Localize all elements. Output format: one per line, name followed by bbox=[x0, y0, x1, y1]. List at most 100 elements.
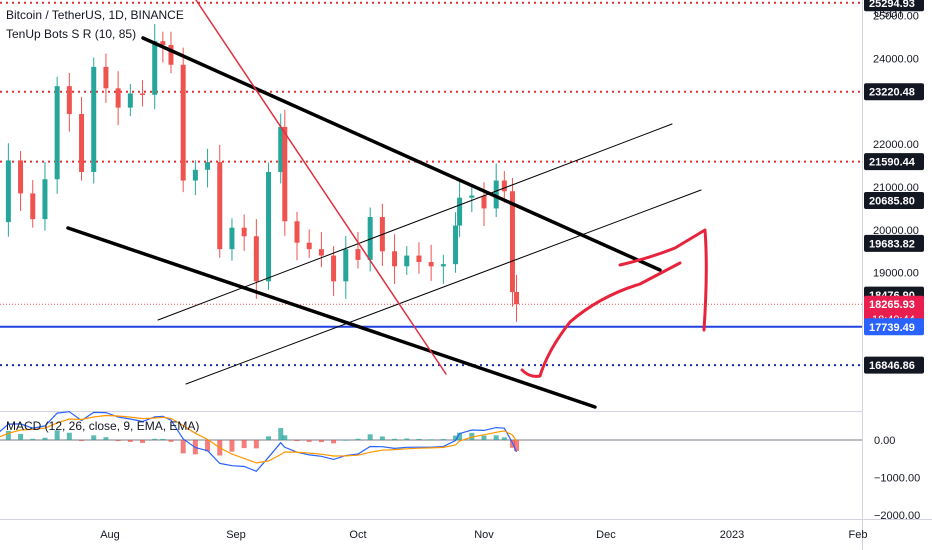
macd-histogram-bar bbox=[481, 435, 487, 440]
rising-channel-lower-line bbox=[185, 189, 702, 385]
macd-histogram-bar bbox=[469, 432, 475, 440]
candle-body bbox=[54, 86, 60, 180]
candle-body bbox=[79, 114, 85, 172]
price-tick-label: 22000.00 bbox=[873, 139, 919, 151]
candle-body bbox=[392, 251, 398, 267]
price-tick-label: 24000.00 bbox=[873, 53, 919, 65]
candle-body bbox=[205, 162, 211, 170]
currency-label: USDT bbox=[874, 8, 904, 20]
macd-histogram-bar bbox=[514, 440, 520, 452]
price-label: 18265.93 bbox=[869, 299, 915, 311]
candle-body bbox=[493, 180, 499, 209]
macd-histogram-bar bbox=[42, 437, 48, 440]
time-tick-label: Feb bbox=[849, 529, 868, 541]
candle-body bbox=[428, 262, 434, 267]
candle-body bbox=[229, 227, 235, 250]
candle-body bbox=[168, 45, 174, 65]
channel-upper-line bbox=[141, 36, 662, 272]
candle-body bbox=[42, 179, 48, 220]
macd-histogram-bar bbox=[160, 438, 166, 440]
candle-body bbox=[453, 225, 459, 265]
candle-body bbox=[457, 197, 463, 226]
macd-histogram-bar bbox=[30, 438, 36, 440]
time-tick-label: Dec bbox=[596, 529, 616, 541]
time-tick-label: Nov bbox=[474, 529, 494, 541]
candle-body bbox=[509, 191, 515, 293]
macd-histogram-bar bbox=[318, 440, 324, 443]
price-label-box bbox=[864, 356, 924, 374]
candle-body bbox=[127, 93, 133, 108]
macd-histogram-bar bbox=[103, 437, 109, 440]
candle-body bbox=[440, 264, 446, 267]
macd-histogram-bar bbox=[241, 440, 247, 449]
macd-histogram-bar bbox=[294, 440, 300, 441]
candle-body bbox=[160, 41, 166, 46]
macd-histogram-bar bbox=[91, 435, 97, 440]
candle-body bbox=[115, 88, 121, 108]
macd-histogram-bar bbox=[367, 434, 373, 440]
price-label-box bbox=[864, 318, 924, 336]
indicator-title: TenUp Bots S R (10, 85) bbox=[6, 27, 137, 41]
candle-body bbox=[355, 249, 361, 260]
macd-histogram-bar bbox=[115, 440, 121, 442]
candle-body bbox=[266, 171, 272, 282]
price-tick-label: 25000.00 bbox=[873, 10, 919, 22]
price-label: 21590.44 bbox=[869, 157, 916, 169]
price-label: 16846.86 bbox=[869, 360, 915, 372]
macd-tick-label: −1000.00 bbox=[874, 473, 920, 485]
time-tick-label: Oct bbox=[349, 529, 366, 541]
channel-lower-line bbox=[66, 226, 597, 409]
candle-body bbox=[278, 126, 284, 172]
price-tick-label: 20000.00 bbox=[873, 225, 919, 237]
price-label-box bbox=[864, 234, 924, 252]
time-tick-label: 2023 bbox=[720, 529, 744, 541]
price-label: 20685.80 bbox=[869, 195, 915, 207]
candle-body bbox=[318, 249, 324, 256]
candle-body bbox=[367, 216, 373, 260]
time-tick-label: Sep bbox=[226, 529, 246, 541]
price-label-box bbox=[864, 83, 924, 101]
time-axis: Aug Sep Oct Nov Dec 2023 Feb bbox=[100, 529, 867, 541]
macd-histogram-bar bbox=[54, 430, 60, 440]
macd-histogram-bar bbox=[66, 432, 72, 440]
candle-body bbox=[241, 227, 247, 237]
macd-histogram-bar bbox=[440, 439, 446, 441]
candle-body bbox=[30, 193, 36, 220]
red-trend-line bbox=[195, 0, 447, 375]
candle-body bbox=[5, 160, 11, 223]
macd-histogram-bar bbox=[282, 435, 288, 440]
candle-body bbox=[331, 255, 337, 282]
macd-pane: 0.00 −1000.00 −2000.00 bbox=[0, 411, 920, 522]
price-label: 25294.93 bbox=[869, 0, 915, 10]
candle-body bbox=[306, 242, 312, 250]
macd-histogram-bar bbox=[278, 428, 284, 440]
candle-body bbox=[180, 64, 186, 181]
price-axis: 19000.00 20000.00 21000.00 22000.00 24000.00… bbox=[864, 0, 924, 374]
macd-histogram-bar bbox=[205, 440, 211, 452]
candle-body bbox=[192, 169, 198, 181]
price-label: 17739.49 bbox=[869, 322, 915, 334]
candle-body bbox=[217, 162, 223, 250]
symbol-title: Bitcoin / TetherUS, 1D, BINANCE bbox=[6, 8, 184, 22]
price-label-box bbox=[864, 153, 924, 171]
time-tick-label: Aug bbox=[100, 529, 120, 541]
macd-histogram-bar bbox=[127, 440, 133, 442]
candle-body bbox=[282, 126, 288, 222]
candle-body bbox=[481, 195, 487, 209]
candle-body bbox=[152, 41, 158, 95]
macd-histogram-bar bbox=[331, 440, 337, 444]
signal-line bbox=[0, 414, 517, 464]
price-label: 19683.82 bbox=[869, 238, 915, 250]
macd-histogram-bar bbox=[306, 440, 312, 442]
macd-histogram-bar bbox=[253, 440, 259, 449]
candle-body bbox=[18, 160, 24, 194]
macd-histogram-bar bbox=[79, 440, 85, 441]
candle-body bbox=[66, 86, 72, 115]
macd-histogram-bar bbox=[428, 439, 434, 441]
candle-body bbox=[514, 292, 520, 305]
projection-arrow bbox=[520, 228, 708, 378]
macd-histogram-bar bbox=[152, 438, 158, 440]
price-label-box bbox=[864, 191, 924, 209]
price-label: 23220.48 bbox=[869, 87, 915, 99]
